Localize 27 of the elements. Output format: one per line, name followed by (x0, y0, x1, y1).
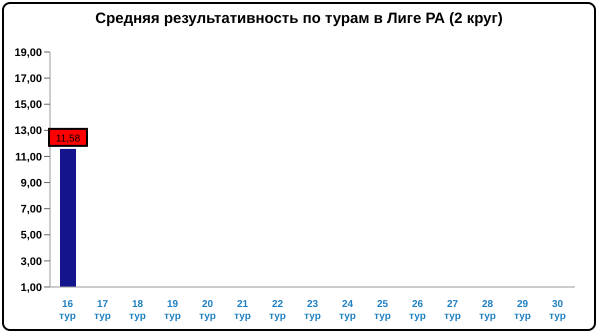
y-tick-label: 19,00 (14, 46, 42, 59)
y-tick-label: 3,00 (20, 256, 42, 268)
y-tick-label: 15,00 (14, 99, 42, 112)
y-tick-label: 1,00 (20, 282, 42, 294)
y-tick-label: 5,00 (20, 230, 42, 242)
x-tick-label: 29 тур (514, 299, 531, 322)
x-tick-label: 30 тур (549, 299, 566, 322)
x-tick-label: 25 тур (374, 299, 391, 322)
x-tick-label: 24 тур (339, 299, 356, 322)
x-tick-label: 23 тур (304, 299, 321, 322)
x-tick-label: 17 тур (94, 299, 111, 322)
y-tick-label: 17,00 (14, 73, 42, 86)
x-tick-label: 26 тур (409, 299, 426, 322)
y-tick-label: 11,00 (15, 151, 42, 164)
x-tick-label: 22 тур (269, 299, 286, 322)
x-tick-label: 27 тур (444, 299, 461, 322)
data-label: 11,58 (56, 133, 81, 144)
y-tick-label: 7,00 (20, 204, 42, 216)
x-tick-label: 20 тур (199, 299, 216, 322)
y-tick-label: 9,00 (20, 177, 42, 190)
chart-title: Средняя результативность по турам в Лиге РА (2 круг) (94, 10, 504, 27)
y-tick-label: 13,00 (14, 125, 42, 138)
x-tick-label: 18 тур (129, 299, 146, 322)
x-tick-label: 21 тур (234, 299, 251, 322)
x-tick-label: 19 тур (164, 299, 181, 322)
x-tick-label: 16 тур (59, 299, 76, 322)
x-tick-label: 28 тур (479, 299, 496, 322)
